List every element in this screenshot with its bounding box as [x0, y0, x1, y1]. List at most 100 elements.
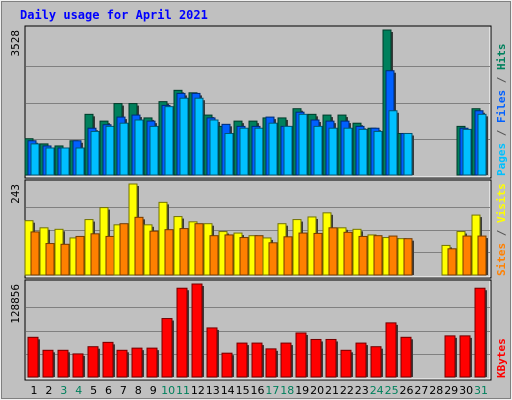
bar-pages: [194, 97, 205, 176]
bar-pages: [283, 125, 294, 176]
bar-sites: [179, 228, 190, 276]
bar-body: [236, 342, 248, 378]
bar-sites: [239, 237, 250, 276]
bar-body: [474, 287, 486, 378]
x-tick-label: 21: [325, 384, 339, 397]
bar-body: [179, 228, 189, 276]
bar-sites: [119, 223, 130, 276]
x-axis-tick-labels: 1 2 3 4 5 6 7 8 9 10 11 12 13 14 15 16 17 18 19 20 21 22 23 24 2…: [31, 384, 489, 397]
x-tick-label: 15: [236, 384, 250, 397]
bar-pages: [134, 119, 145, 176]
bar-kbytes: [340, 349, 353, 378]
bar-body: [179, 97, 189, 176]
bar-pages: [268, 122, 279, 176]
bar-kbytes: [310, 338, 323, 378]
bar-body: [209, 235, 219, 276]
bar-kbytes: [27, 336, 40, 378]
x-tick-label: 28: [429, 384, 443, 397]
bar-body: [370, 346, 382, 378]
chart-title: Daily usage for April 2021: [20, 8, 208, 22]
bar-body: [388, 235, 398, 276]
x-tick-label: 16: [251, 384, 265, 397]
y-max-label: 128856: [9, 284, 22, 324]
bar-body: [477, 235, 487, 276]
bar-kbytes: [325, 338, 338, 378]
bar-kbytes: [370, 346, 383, 378]
y-series-label: KBytes: [495, 338, 508, 378]
bar-body: [57, 349, 69, 378]
y-series-label-part: Files: [495, 90, 508, 123]
bar-body: [90, 130, 100, 176]
bar-pages: [343, 127, 354, 176]
bar-body: [149, 230, 159, 276]
bar-body: [224, 132, 234, 176]
bar-body: [355, 342, 367, 378]
bar-body: [134, 119, 144, 176]
y-series-label-part: /: [495, 70, 508, 90]
bar-body: [462, 128, 472, 176]
panel-middle: 243 Sites / Visits: [9, 179, 508, 279]
x-tick-label: 25: [385, 384, 399, 397]
bar-body: [176, 287, 188, 378]
bar-sites: [388, 235, 399, 276]
bar-body: [447, 248, 457, 276]
bar-kbytes: [42, 349, 55, 378]
bar-body: [298, 113, 308, 176]
x-tick-label: 27: [414, 384, 428, 397]
bar-body: [268, 242, 278, 276]
bar-body: [444, 335, 456, 378]
y-series-label: Sites / Visits: [495, 183, 508, 276]
x-tick-label: 17: [265, 384, 279, 397]
bar-body: [116, 349, 128, 378]
x-tick-label: 8: [135, 384, 142, 397]
bar-body: [164, 106, 174, 176]
bar-pages: [75, 147, 86, 176]
bar-sites: [90, 233, 101, 276]
bar-pages: [164, 106, 175, 176]
bar-sites: [298, 232, 309, 276]
bar-body: [239, 127, 249, 176]
x-tick-label: 2: [45, 384, 52, 397]
x-tick-label: 9: [150, 384, 157, 397]
x-tick-label: 6: [105, 384, 112, 397]
bar-body: [209, 119, 219, 176]
bar-body: [45, 147, 55, 176]
bar-kbytes: [87, 346, 100, 378]
bar-sites: [209, 235, 220, 276]
bar-pages: [149, 125, 160, 176]
y-series-label: Pages / Files / Hits: [495, 44, 508, 177]
bar-body: [119, 122, 129, 176]
bar-sites: [164, 229, 175, 276]
bar-body: [283, 236, 293, 276]
bar-body: [295, 332, 307, 378]
bar-sites: [313, 232, 324, 276]
bar-pages: [403, 132, 414, 176]
bar-body: [27, 336, 39, 378]
bar-body: [191, 283, 203, 378]
y-series-label-part: Visits: [495, 183, 508, 223]
bar-body: [313, 232, 323, 276]
bar-kbytes: [400, 336, 413, 378]
bar-kbytes: [280, 342, 293, 378]
bar-body: [298, 232, 308, 276]
bar-body: [161, 318, 173, 378]
bar-sites: [373, 235, 384, 276]
bar-body: [87, 346, 99, 378]
bar-sites: [358, 235, 369, 276]
bar-body: [206, 327, 218, 378]
bar-body: [42, 349, 54, 378]
bar-sites: [403, 238, 414, 276]
bar-kbytes: [295, 332, 308, 378]
bar-body: [224, 234, 234, 276]
bar-body: [105, 125, 115, 176]
bar-pages: [328, 127, 339, 176]
x-tick-label: 7: [120, 384, 127, 397]
bar-kbytes: [251, 342, 264, 378]
x-tick-label: 22: [340, 384, 354, 397]
bar-sites: [328, 227, 339, 276]
x-tick-label: 19: [295, 384, 309, 397]
bar-body: [265, 348, 277, 378]
bar-sites: [283, 236, 294, 276]
